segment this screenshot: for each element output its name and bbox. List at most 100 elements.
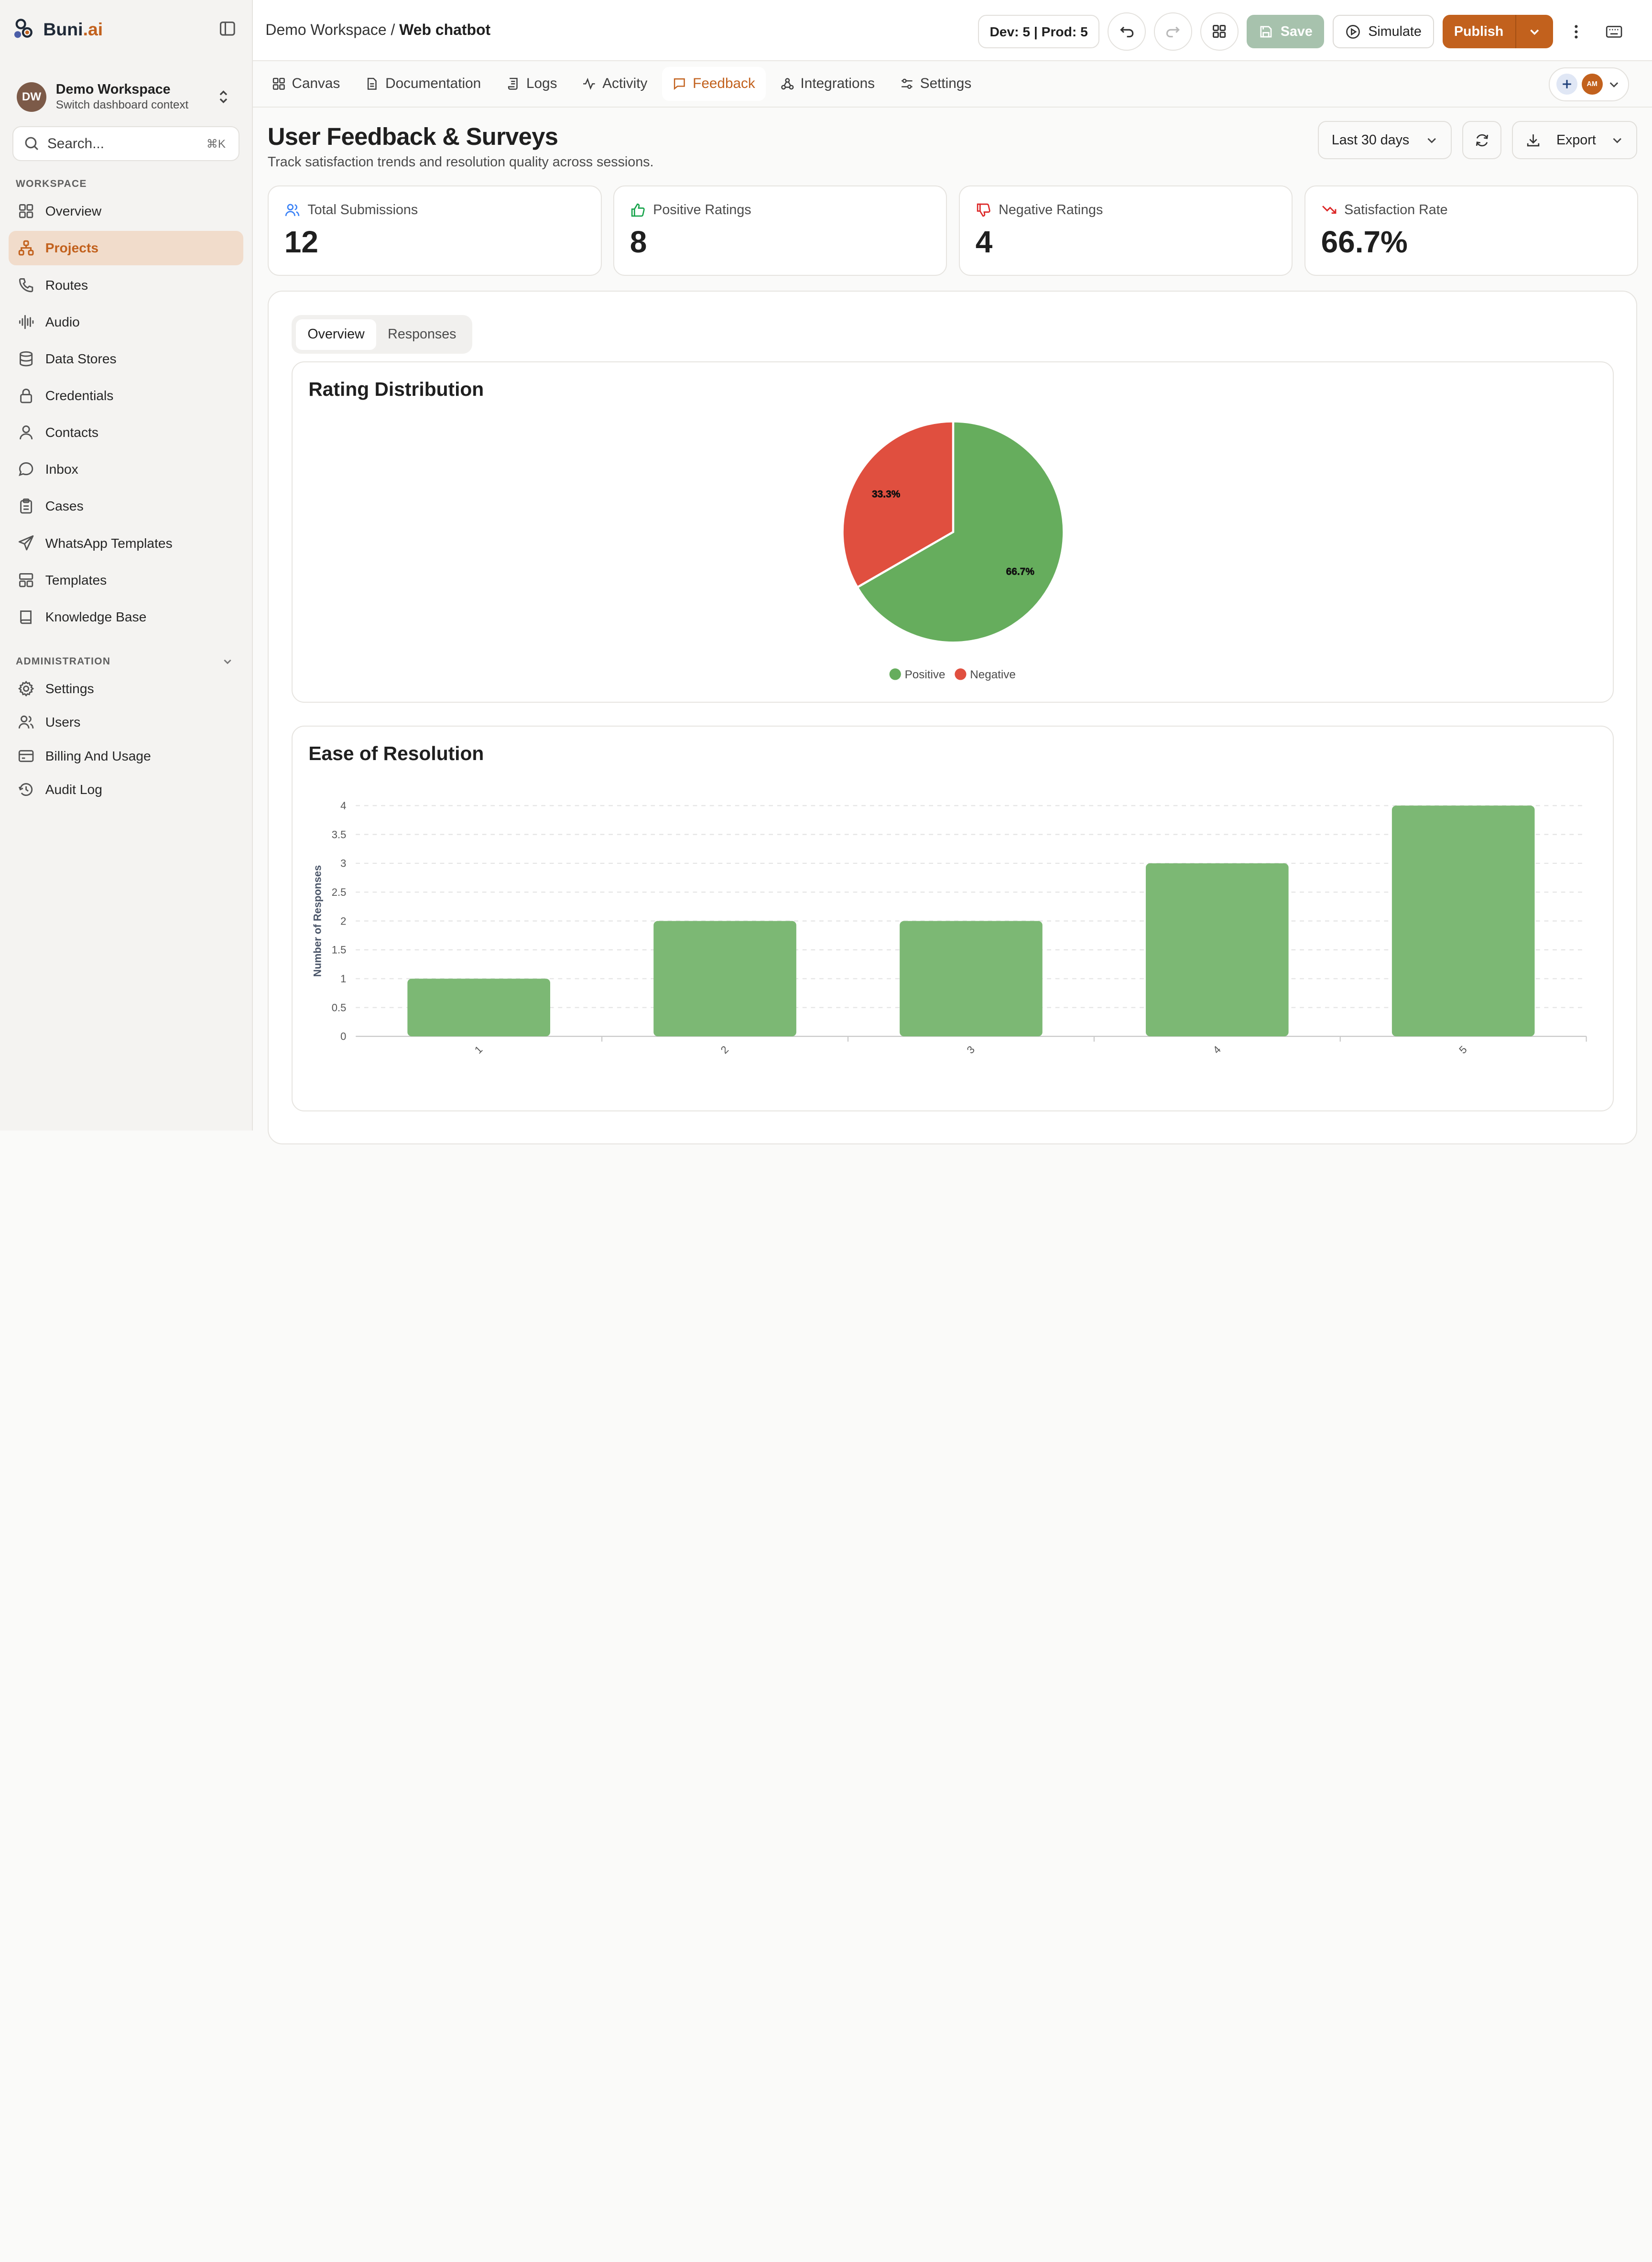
sidebar-item-billing[interactable]: Billing And Usage bbox=[9, 740, 244, 772]
sidebar-item-overview[interactable]: Overview bbox=[9, 194, 244, 228]
env-versions-badge[interactable]: Dev: 5 | Prod: 5 bbox=[978, 14, 1099, 49]
sliders-icon bbox=[901, 78, 913, 89]
breadcrumb: Demo Workspace / Web chatbot bbox=[265, 21, 490, 39]
redo-button[interactable] bbox=[1154, 12, 1192, 51]
pie-slice-negative[interactable] bbox=[841, 420, 955, 589]
keyboard-shortcuts-button[interactable] bbox=[1599, 15, 1629, 49]
user-icon bbox=[18, 424, 34, 441]
bar-2[interactable] bbox=[653, 921, 797, 1037]
sidebar-item-label: Data Stores bbox=[45, 350, 117, 366]
book-icon bbox=[18, 609, 34, 625]
y-tick-label: 2.5 bbox=[332, 886, 347, 898]
legend-item-negative[interactable]: Negative bbox=[955, 668, 1016, 681]
topbar-actions: Dev: 5 | Prod: 5 Save Simulate bbox=[978, 12, 1629, 51]
sidebar-item-label: Settings bbox=[45, 680, 94, 696]
sidebar-item-projects[interactable]: Projects bbox=[8, 230, 244, 266]
sidebar-item-routes[interactable]: Routes bbox=[9, 268, 244, 303]
bar-4[interactable] bbox=[1146, 863, 1289, 1037]
tab-integrations[interactable]: Integrations bbox=[770, 67, 885, 101]
legend-swatch bbox=[889, 668, 902, 680]
chevron-down-icon[interactable] bbox=[1607, 77, 1621, 92]
simulate-button[interactable]: Simulate bbox=[1332, 14, 1434, 49]
add-collaborator-button[interactable] bbox=[1556, 74, 1577, 95]
y-tick-label: 3.5 bbox=[332, 829, 347, 841]
sidebar-toggle-icon[interactable] bbox=[218, 19, 237, 38]
tab-activity[interactable]: Activity bbox=[572, 67, 658, 101]
scroll-icon bbox=[508, 77, 518, 90]
brand-logo-icon bbox=[14, 19, 33, 38]
tab-overview[interactable]: Overview bbox=[296, 319, 376, 350]
more-menu-button[interactable] bbox=[1562, 15, 1591, 49]
grid-icon bbox=[18, 203, 34, 219]
stats-row: Total Submissions 12 Positive Ratings 8 … bbox=[267, 185, 1639, 276]
avatar[interactable]: AM bbox=[1581, 74, 1603, 95]
workspace-name: Demo Workspace bbox=[55, 81, 171, 97]
sidebar-item-whatsapp-templates[interactable]: WhatsApp Templates bbox=[9, 526, 244, 561]
bar-1[interactable] bbox=[407, 979, 551, 1037]
tab-documentation[interactable]: Documentation bbox=[355, 67, 491, 101]
layout-grid-button[interactable] bbox=[1200, 12, 1239, 51]
bar-3[interactable] bbox=[900, 921, 1043, 1037]
publish-button[interactable]: Publish bbox=[1442, 14, 1515, 49]
sidebar: Buni.ai DW Demo Workspace Switch dashboa… bbox=[0, 0, 253, 1131]
publish-dropdown-button[interactable] bbox=[1515, 14, 1553, 49]
undo-button[interactable] bbox=[1108, 12, 1146, 51]
x-tick-label: 2 bbox=[718, 1044, 731, 1056]
date-range-select[interactable]: Last 30 days bbox=[1318, 121, 1452, 159]
sidebar-item-settings[interactable]: Settings bbox=[9, 672, 244, 705]
sidebar-item-contacts[interactable]: Contacts bbox=[9, 415, 244, 450]
collaborators-group[interactable]: AM bbox=[1549, 67, 1629, 101]
sidebar-item-cases[interactable]: Cases bbox=[9, 489, 244, 524]
pie-data-label: 66.7% bbox=[1006, 566, 1035, 577]
refresh-button[interactable] bbox=[1462, 121, 1501, 159]
tab-feedback[interactable]: Feedback bbox=[662, 67, 766, 101]
tab-responses[interactable]: Responses bbox=[388, 326, 456, 342]
rating-pie-chart: 66.7% 33.3% Positive Negative bbox=[841, 420, 1065, 681]
sidebar-item-data-stores[interactable]: Data Stores bbox=[9, 341, 244, 376]
resolution-bar-chart: 0 0.5 1 1.5 2 2.5 3 3.5 4 Number of Responses 1 2 3 4… bbox=[312, 800, 1587, 1056]
sidebar-item-label: Inbox bbox=[45, 461, 78, 477]
legend-label: Positive bbox=[905, 668, 946, 681]
search-icon bbox=[25, 137, 39, 151]
sidebar-item-credentials[interactable]: Credentials bbox=[9, 378, 244, 413]
tab-logs[interactable]: Logs bbox=[496, 67, 567, 101]
sidebar-item-inbox[interactable]: Inbox bbox=[9, 452, 244, 487]
breadcrumb-workspace[interactable]: Demo Workspace bbox=[265, 21, 387, 39]
breadcrumb-separator: / bbox=[391, 21, 395, 39]
stat-card-total-submissions: Total Submissions 12 bbox=[267, 185, 602, 276]
sidebar-item-templates[interactable]: Templates bbox=[9, 563, 244, 598]
export-button[interactable]: Export bbox=[1511, 121, 1638, 159]
sidebar-item-audio[interactable]: Audio bbox=[9, 304, 244, 339]
workspace-switcher[interactable]: DW Demo Workspace Switch dashboard conte… bbox=[12, 76, 239, 118]
search-placeholder: Search... bbox=[47, 135, 104, 152]
search-input[interactable]: Search... ⌘K bbox=[12, 126, 239, 162]
brand[interactable]: Buni.ai bbox=[0, 0, 252, 59]
y-tick-label: 4 bbox=[340, 800, 346, 812]
administration-section-label[interactable]: ADMINISTRATION bbox=[0, 655, 252, 668]
page-header: User Feedback & Surveys Track satisfacti… bbox=[268, 122, 654, 171]
legend-item-positive[interactable]: Positive bbox=[889, 668, 946, 681]
sidebar-item-audit-log[interactable]: Audit Log bbox=[9, 773, 244, 806]
activity-icon bbox=[583, 77, 595, 90]
stat-label: Negative Ratings bbox=[999, 202, 1103, 218]
tab-label: Integrations bbox=[800, 76, 875, 92]
project-tabs: Canvas Documentation Logs Activity Feedb… bbox=[252, 61, 1652, 108]
workspace-subtitle: Switch dashboard context bbox=[55, 98, 189, 111]
sidebar-item-label: Projects bbox=[45, 240, 99, 256]
tab-settings[interactable]: Settings bbox=[890, 67, 982, 101]
bar-5[interactable] bbox=[1392, 805, 1535, 1037]
save-label: Save bbox=[1280, 23, 1313, 39]
stat-value: 66.7% bbox=[1321, 225, 1408, 260]
thumbs-up-icon bbox=[631, 203, 645, 217]
sidebar-item-label: Users bbox=[45, 714, 81, 730]
save-button[interactable]: Save bbox=[1247, 14, 1324, 49]
send-icon bbox=[18, 534, 34, 551]
users-icon bbox=[285, 204, 300, 216]
pie-slice-positive[interactable] bbox=[856, 420, 1065, 644]
sidebar-item-users[interactable]: Users bbox=[9, 706, 244, 739]
sidebar-item-knowledge-base[interactable]: Knowledge Base bbox=[9, 599, 244, 634]
chart-title: Ease of Resolution bbox=[308, 742, 484, 765]
legend-swatch bbox=[955, 668, 967, 680]
tab-canvas[interactable]: Canvas bbox=[261, 67, 351, 101]
refresh-icon bbox=[1476, 134, 1488, 146]
